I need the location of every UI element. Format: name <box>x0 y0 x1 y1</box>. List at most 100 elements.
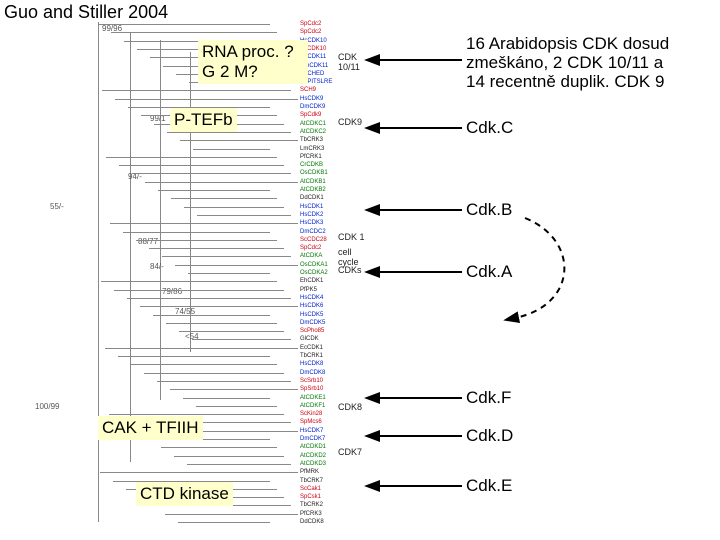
clade-label: cell cycle <box>338 247 359 267</box>
label-cdkf: Cdk.F <box>466 388 511 407</box>
tip-label: AtCDKC2 <box>300 129 326 135</box>
branch-line <box>210 364 277 365</box>
tip-label: TbCRK2 <box>300 502 323 508</box>
tip-label: SpCdk9 <box>300 112 321 118</box>
branch-line <box>210 464 291 465</box>
tip-label: SpCdc2 <box>300 21 321 27</box>
branch-line <box>102 90 210 91</box>
branch-line <box>157 381 210 382</box>
branch-line <box>210 331 284 332</box>
tip-label: LmCRK3 <box>300 146 324 152</box>
tip-label: DmCDK8 <box>300 370 325 376</box>
tip-label: HsCDK8 <box>300 361 323 367</box>
branch-line <box>110 223 210 224</box>
branch-line <box>161 447 210 448</box>
tip-label: SpCsk1 <box>300 494 321 500</box>
branch-line <box>210 514 298 515</box>
branch-line <box>210 99 298 100</box>
tip-label: AtCDKC1 <box>300 121 326 127</box>
branch-line <box>136 240 210 241</box>
branch-line <box>210 132 291 133</box>
tip-label: CrCDKB <box>300 162 323 168</box>
label-cak-tfiih: CAK + TFIIH <box>98 416 203 440</box>
tip-label: AtCDKD3 <box>300 461 326 467</box>
branch-line <box>210 298 291 299</box>
arrow-cdkc <box>370 120 465 140</box>
clade-label: CDKs <box>338 265 362 275</box>
branch-line <box>197 215 210 216</box>
branch-line <box>210 414 284 415</box>
tip-label: ScCDC28 <box>300 237 327 243</box>
branch-line <box>210 290 284 291</box>
phylo-tree: // placeholder, real lines built below a… <box>90 22 370 532</box>
branch-line <box>171 198 210 199</box>
label-cdkc: Cdk.C <box>466 118 513 137</box>
tip-label: PfMRK <box>300 469 319 475</box>
tip-label: SpSrb10 <box>300 386 323 392</box>
tip-label: PfCRK3 <box>300 511 322 517</box>
arrow-cdkb <box>370 202 465 222</box>
tip-label: SCH9 <box>300 87 316 93</box>
branch-line <box>210 472 298 473</box>
branch-line <box>210 207 284 208</box>
arrow-cdkd <box>370 428 465 448</box>
tip-label: SpCdc2 <box>300 29 321 35</box>
branch-line <box>174 456 210 457</box>
tip-label: TbCRK1 <box>300 353 323 359</box>
branch-line <box>149 248 210 249</box>
tip-label: HsCDK4 <box>300 295 323 301</box>
branch-line <box>210 157 277 158</box>
branch-line <box>140 306 210 307</box>
branch-line <box>210 522 270 523</box>
tip-label: DmCDK9 <box>300 104 325 110</box>
arrow-top <box>370 52 465 72</box>
label-text: RNA proc. ? G 2 M? <box>202 42 294 81</box>
bootstrap: 55/- <box>50 202 64 211</box>
branch-line <box>98 24 210 25</box>
branch-line <box>165 514 210 515</box>
branch-line <box>210 339 291 340</box>
branch-line <box>210 223 298 224</box>
branch-line <box>210 140 298 141</box>
branch-line <box>105 348 210 349</box>
tip-label: PfCRK1 <box>300 154 322 160</box>
branch-line <box>111 32 210 33</box>
branch-line <box>178 522 210 523</box>
tip-label: HsCDK9 <box>300 96 323 102</box>
branch-line <box>101 281 210 282</box>
arrow-cdkf <box>370 390 465 410</box>
tip-label: AtCDKF1 <box>300 403 325 409</box>
branch-line <box>132 173 210 174</box>
tip-label: HsCDK2 <box>300 212 323 218</box>
arrow-cdke <box>370 478 465 498</box>
tip-label: ScKin28 <box>300 411 322 417</box>
branch-line <box>210 456 284 457</box>
branch-line <box>210 389 298 390</box>
tip-label: AtCDKD1 <box>300 444 326 450</box>
tip-label: HsCDK5 <box>300 312 323 318</box>
clade-label: CDK 10/11 <box>338 52 370 72</box>
tip-label: EhCDK1 <box>300 278 323 284</box>
bootstrap: 79/86 <box>162 287 182 296</box>
label-text: CTD kinase <box>140 484 229 503</box>
branch-line <box>166 323 210 324</box>
clade-label: CDK9 <box>338 117 362 127</box>
bootstrap: 88/77 <box>138 237 158 246</box>
branch-line <box>210 32 277 33</box>
tip-label: AtCDKD2 <box>300 453 326 459</box>
branch-line <box>100 472 210 473</box>
tip-label: OsCDKA1 <box>300 262 328 268</box>
branch-line <box>153 315 210 316</box>
label-ptefb: P-TEFb <box>170 108 237 132</box>
tip-label: HsCDK6 <box>300 303 323 309</box>
branch-line <box>127 298 210 299</box>
branch-line <box>179 331 210 332</box>
branch-line <box>210 348 298 349</box>
branch-line <box>210 215 291 216</box>
tip-label: ScSrb10 <box>300 378 323 384</box>
branch-line <box>210 240 277 241</box>
tip-label: OsCDKB1 <box>300 170 328 176</box>
tip-label: TbCRK7 <box>300 478 323 484</box>
branch-line <box>131 364 210 365</box>
bootstrap: 84/- <box>150 262 164 271</box>
